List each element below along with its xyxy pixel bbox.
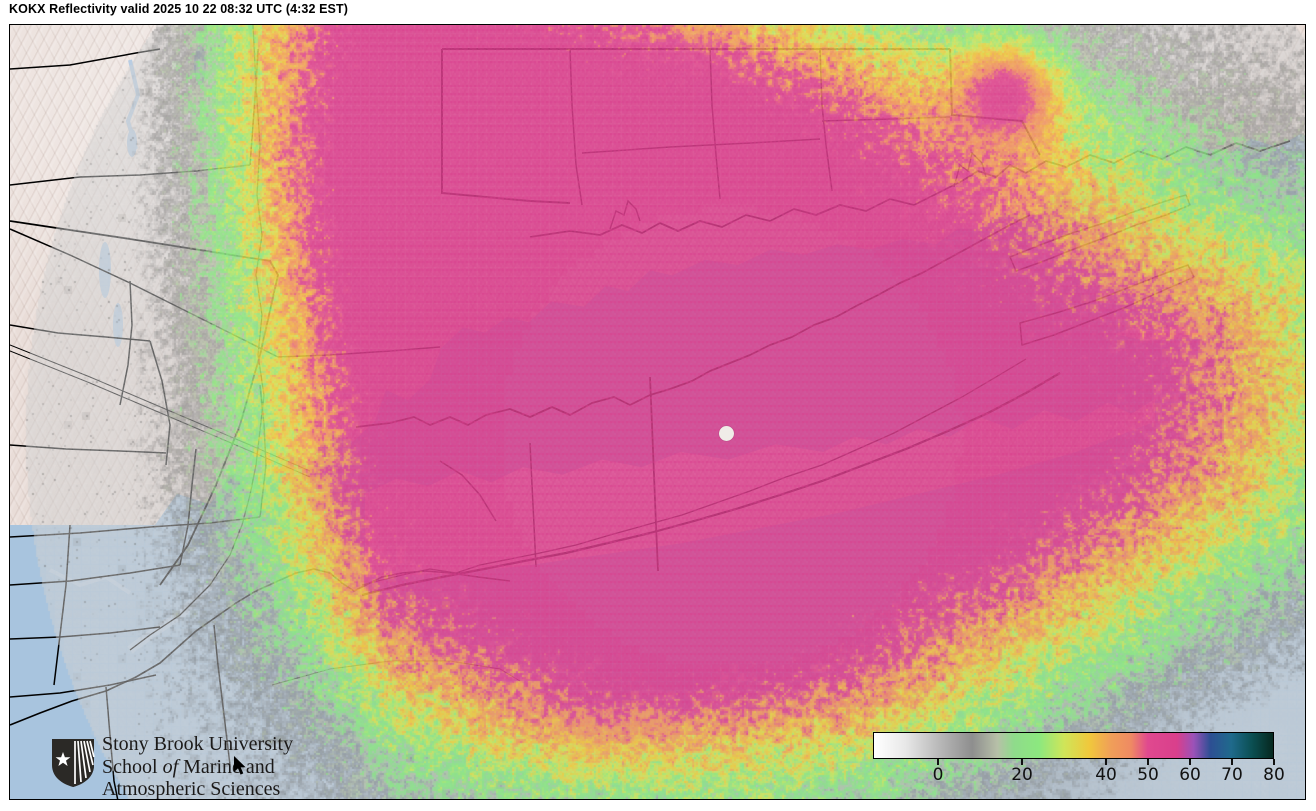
mouse-cursor (234, 756, 246, 775)
logo-line-2: School of Marine and (102, 756, 342, 779)
colorbar: 0 20 40 50 60 70 80 (872, 732, 1287, 794)
colorbar-tick (937, 759, 939, 765)
radar-site-marker (718, 425, 734, 441)
colorbar-tick (1189, 759, 1191, 765)
logo-line-2-of: of (162, 755, 179, 778)
colorbar-tick-label: 0 (932, 765, 944, 785)
radar-reflectivity-layer (10, 25, 1305, 799)
colorbar-labels: 0 20 40 50 60 70 80 (872, 765, 1285, 789)
colorbar-tick-label: 70 (1221, 765, 1243, 785)
stony-brook-logo: Stony Brook University School of Marine … (50, 733, 320, 799)
map-frame[interactable]: 0 20 40 50 60 70 80 (9, 24, 1306, 800)
colorbar-gradient (874, 733, 1273, 758)
page-title: KOKX Reflectivity valid 2025 10 22 08:32… (9, 2, 348, 16)
logo-line-2-a: School (102, 755, 163, 778)
colorbar-tick-label: 60 (1179, 765, 1201, 785)
logo-text: Stony Brook University School of Marine … (102, 733, 342, 799)
logo-line-2-c: Marine and (178, 755, 275, 778)
shield-icon (52, 739, 95, 787)
colorbar-ticks (872, 759, 1276, 767)
colorbar-tick-label: 50 (1137, 765, 1159, 785)
logo-line-1: Stony Brook University (102, 733, 294, 755)
colorbar-tick (1021, 759, 1023, 765)
colorbar-tick-label: 20 (1011, 765, 1033, 785)
colorbar-tick-label: 80 (1263, 765, 1285, 785)
colorbar-tick (1105, 759, 1107, 765)
colorbar-tick (1273, 759, 1275, 765)
colorbar-tick (1147, 759, 1149, 765)
map-canvas[interactable]: 0 20 40 50 60 70 80 (10, 25, 1305, 799)
colorbar-gradient-box (873, 732, 1274, 759)
colorbar-tick-label: 40 (1095, 765, 1117, 785)
colorbar-tick (1231, 759, 1233, 765)
logo-line-3: Atmospheric Sciences (102, 778, 281, 799)
